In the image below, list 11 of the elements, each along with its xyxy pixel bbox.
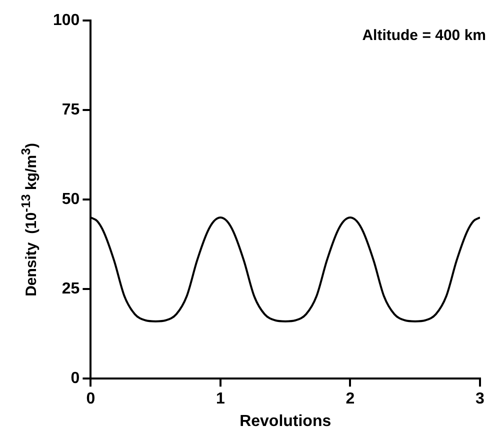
x-tick-label: 2 xyxy=(346,390,355,408)
y-tick-label: 50 xyxy=(62,191,80,208)
y-tick-label: 0 xyxy=(70,370,80,388)
x-tick-label: 1 xyxy=(216,390,226,408)
y-tick-label: 75 xyxy=(62,102,80,119)
x-axis-title: Revolutions xyxy=(240,412,332,430)
x-tick-label: 0 xyxy=(86,390,96,408)
y-tick-label: 25 xyxy=(62,280,80,298)
y-tick-label: 100 xyxy=(52,12,80,30)
annotation: Altitude = 400 km xyxy=(362,27,486,44)
x-tick-label: 3 xyxy=(476,390,485,408)
